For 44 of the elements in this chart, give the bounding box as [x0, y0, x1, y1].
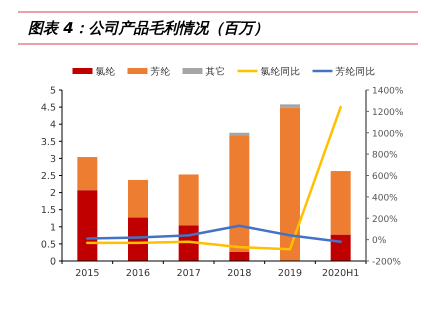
bar: [178, 174, 199, 226]
x-tick-label: 2018: [227, 268, 252, 279]
legend-label: 氯纶: [96, 66, 116, 78]
y-tick-label: 0: [50, 256, 56, 268]
x-tick-label: 2017: [176, 268, 201, 279]
x-tick-label: 2020H1: [322, 268, 360, 279]
bar: [229, 252, 250, 261]
y-tick-label: 1: [50, 222, 56, 234]
y2-tick-label: 1400%: [372, 86, 404, 96]
x-tick-label: 2015: [75, 268, 100, 279]
bar: [128, 180, 148, 218]
y-tick-label: 4: [50, 120, 56, 131]
x-tick-label: 2019: [278, 268, 302, 279]
y-tick-label: 4.5: [40, 102, 56, 114]
bar: [330, 171, 351, 235]
y-tick-label: 2.5: [40, 171, 56, 182]
y2-tick-label: 200%: [372, 214, 398, 225]
chart-title: 图表 4：公司产品毛利情况（百万）: [28, 19, 269, 37]
y-tick-label: 1.5: [40, 205, 56, 216]
y2-tick-label: 1000%: [372, 129, 404, 140]
line-series: [86, 224, 342, 244]
y2-tick-label: 800%: [372, 150, 398, 161]
legend-label: 氯纶同比: [260, 66, 300, 78]
legend-label: 其它: [206, 66, 226, 78]
bar: [280, 104, 300, 108]
y-tick-label: 2: [50, 188, 56, 200]
y2-tick-label: 600%: [372, 172, 398, 182]
y2-tick-label: 400%: [372, 193, 398, 204]
y2-tick-label: 1200%: [372, 108, 404, 118]
legend-label: 芳纶同比: [336, 66, 376, 78]
bar: [229, 135, 250, 252]
y-tick-label: 3.5: [40, 136, 56, 148]
y-tick-label: 3: [50, 154, 56, 165]
y-tick-label: 5: [50, 86, 56, 96]
y2-tick-label: 0%: [372, 236, 387, 246]
bar: [77, 190, 98, 261]
y-tick-label: 0.5: [40, 239, 56, 250]
bar: [280, 108, 300, 261]
bar: [330, 234, 351, 261]
x-tick-label: 2016: [126, 268, 150, 279]
legend-label: 芳纶: [150, 66, 170, 78]
y2-tick-label: -200%: [372, 258, 402, 268]
bar: [77, 157, 98, 190]
line-series: [86, 106, 342, 250]
